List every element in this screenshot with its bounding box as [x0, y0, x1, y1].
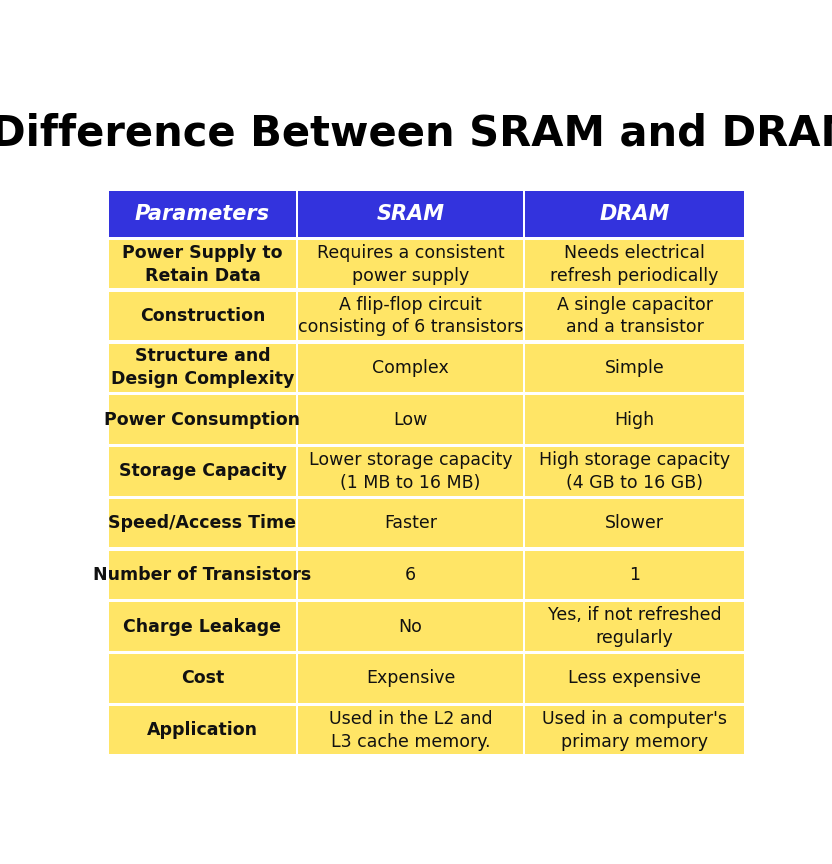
Text: A single capacitor
and a transistor: A single capacitor and a transistor — [557, 295, 712, 336]
FancyBboxPatch shape — [299, 602, 522, 651]
FancyBboxPatch shape — [299, 550, 522, 599]
Text: Used in a computer's
primary memory: Used in a computer's primary memory — [542, 709, 727, 751]
Text: Charge Leakage: Charge Leakage — [123, 618, 281, 636]
FancyBboxPatch shape — [109, 447, 295, 496]
FancyBboxPatch shape — [299, 192, 522, 237]
Text: Lower storage capacity
(1 MB to 16 MB): Lower storage capacity (1 MB to 16 MB) — [309, 451, 513, 492]
Text: Number of Transistors: Number of Transistors — [93, 566, 311, 584]
Text: Slower: Slower — [605, 514, 664, 532]
Text: A flip-flop circuit
consisting of 6 transistors: A flip-flop circuit consisting of 6 tran… — [298, 295, 523, 336]
Text: High: High — [615, 410, 655, 429]
Text: High storage capacity
(4 GB to 16 GB): High storage capacity (4 GB to 16 GB) — [539, 451, 730, 492]
FancyBboxPatch shape — [299, 499, 522, 547]
FancyBboxPatch shape — [299, 396, 522, 444]
FancyBboxPatch shape — [109, 344, 295, 392]
FancyBboxPatch shape — [526, 550, 744, 599]
FancyBboxPatch shape — [299, 240, 522, 289]
Text: Low: Low — [394, 410, 428, 429]
FancyBboxPatch shape — [109, 499, 295, 547]
Text: DRAM: DRAM — [599, 204, 670, 224]
Text: Less expensive: Less expensive — [568, 670, 701, 688]
FancyBboxPatch shape — [109, 706, 295, 754]
Text: Expensive: Expensive — [366, 670, 455, 688]
FancyBboxPatch shape — [109, 192, 295, 237]
FancyBboxPatch shape — [109, 292, 295, 340]
Text: Cost: Cost — [181, 670, 224, 688]
Text: Requires a consistent
power supply: Requires a consistent power supply — [317, 244, 504, 285]
Text: Storage Capacity: Storage Capacity — [118, 462, 286, 480]
FancyBboxPatch shape — [526, 602, 744, 651]
Text: Difference Between SRAM and DRAM: Difference Between SRAM and DRAM — [0, 112, 832, 155]
FancyBboxPatch shape — [526, 240, 744, 289]
FancyBboxPatch shape — [526, 192, 744, 237]
Text: 6: 6 — [405, 566, 416, 584]
Text: Complex: Complex — [372, 359, 449, 377]
Text: Needs electrical
refresh periodically: Needs electrical refresh periodically — [550, 244, 719, 285]
Text: SRAM: SRAM — [377, 204, 444, 224]
FancyBboxPatch shape — [526, 706, 744, 754]
Text: Construction: Construction — [140, 307, 265, 325]
FancyBboxPatch shape — [526, 499, 744, 547]
Text: Speed/Access Time: Speed/Access Time — [108, 514, 296, 532]
Text: Power Consumption: Power Consumption — [105, 410, 300, 429]
FancyBboxPatch shape — [109, 550, 295, 599]
FancyBboxPatch shape — [526, 447, 744, 496]
FancyBboxPatch shape — [299, 447, 522, 496]
Text: Used in the L2 and
L3 cache memory.: Used in the L2 and L3 cache memory. — [329, 709, 493, 751]
FancyBboxPatch shape — [109, 240, 295, 289]
Text: Structure and
Design Complexity: Structure and Design Complexity — [111, 347, 295, 388]
FancyBboxPatch shape — [299, 706, 522, 754]
FancyBboxPatch shape — [109, 602, 295, 651]
Text: Yes, if not refreshed
regularly: Yes, if not refreshed regularly — [547, 607, 721, 647]
Text: Parameters: Parameters — [135, 204, 270, 224]
FancyBboxPatch shape — [526, 396, 744, 444]
FancyBboxPatch shape — [526, 344, 744, 392]
Text: No: No — [399, 618, 423, 636]
Text: Faster: Faster — [384, 514, 437, 532]
Text: Application: Application — [147, 721, 258, 739]
Text: Power Supply to
Retain Data: Power Supply to Retain Data — [122, 244, 283, 285]
Text: 1: 1 — [629, 566, 640, 584]
FancyBboxPatch shape — [299, 292, 522, 340]
FancyBboxPatch shape — [109, 396, 295, 444]
Text: Simple: Simple — [605, 359, 665, 377]
FancyBboxPatch shape — [299, 654, 522, 702]
FancyBboxPatch shape — [109, 654, 295, 702]
FancyBboxPatch shape — [526, 654, 744, 702]
FancyBboxPatch shape — [299, 344, 522, 392]
FancyBboxPatch shape — [526, 292, 744, 340]
